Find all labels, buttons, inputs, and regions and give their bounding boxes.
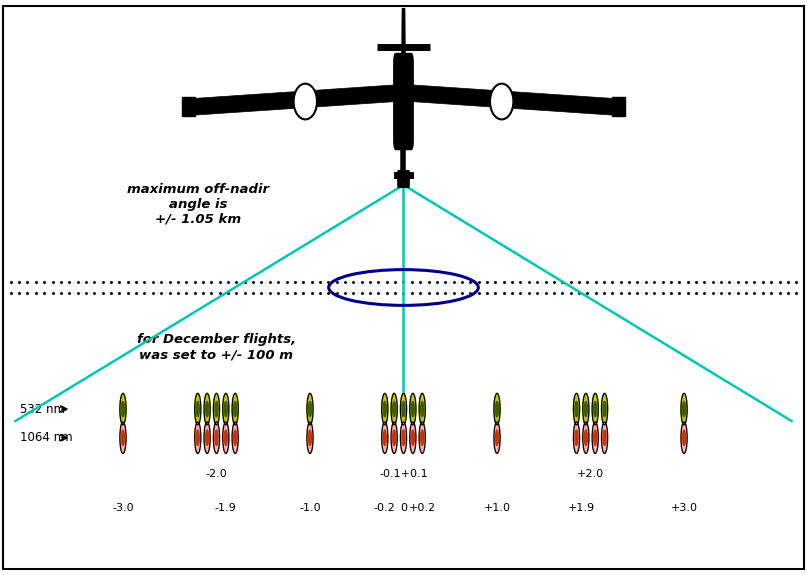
Circle shape [494, 393, 500, 425]
Circle shape [495, 430, 499, 446]
Circle shape [681, 393, 687, 425]
Circle shape [419, 393, 425, 425]
Bar [612, 97, 625, 116]
Circle shape [400, 393, 407, 425]
Circle shape [223, 422, 229, 454]
FancyBboxPatch shape [394, 54, 413, 150]
Circle shape [574, 393, 579, 425]
Text: +1.0: +1.0 [483, 503, 511, 513]
Circle shape [683, 401, 685, 417]
Text: -2.0: -2.0 [206, 469, 228, 480]
Circle shape [391, 422, 397, 454]
Text: -0.1+0.1: -0.1+0.1 [379, 469, 428, 480]
Circle shape [402, 401, 405, 417]
Circle shape [383, 401, 387, 417]
Text: for December flights,
was set to +/- 100 m: for December flights, was set to +/- 100… [137, 333, 296, 361]
Circle shape [196, 401, 199, 417]
Circle shape [308, 430, 312, 446]
Circle shape [382, 393, 388, 425]
Ellipse shape [294, 83, 317, 120]
Text: 532 nm: 532 nm [20, 402, 65, 416]
Circle shape [224, 401, 228, 417]
Text: +3.0: +3.0 [671, 503, 697, 513]
Text: maximum off-nadir
angle is
+/- 1.05 km: maximum off-nadir angle is +/- 1.05 km [127, 182, 269, 225]
Circle shape [383, 430, 387, 446]
Circle shape [215, 401, 218, 417]
Circle shape [206, 430, 209, 446]
Circle shape [420, 401, 424, 417]
Circle shape [594, 401, 596, 417]
Circle shape [601, 422, 608, 454]
Circle shape [213, 422, 220, 454]
Circle shape [204, 422, 210, 454]
Circle shape [223, 393, 229, 425]
Circle shape [234, 430, 236, 446]
Circle shape [402, 430, 405, 446]
Circle shape [583, 393, 589, 425]
Circle shape [592, 393, 598, 425]
Circle shape [393, 430, 395, 446]
Bar [182, 97, 195, 116]
Circle shape [412, 430, 414, 446]
Circle shape [410, 422, 416, 454]
Circle shape [382, 422, 388, 454]
Circle shape [681, 422, 687, 454]
Circle shape [584, 430, 587, 446]
Circle shape [393, 401, 395, 417]
Circle shape [120, 393, 126, 425]
Circle shape [232, 393, 238, 425]
Circle shape [391, 393, 397, 425]
Circle shape [307, 393, 313, 425]
Circle shape [213, 393, 220, 425]
Circle shape [204, 393, 210, 425]
Circle shape [683, 430, 685, 446]
Polygon shape [184, 85, 396, 116]
Circle shape [206, 401, 209, 417]
Circle shape [234, 401, 236, 417]
Text: -1.0: -1.0 [299, 503, 321, 513]
Circle shape [122, 401, 124, 417]
Circle shape [584, 401, 587, 417]
Circle shape [603, 401, 606, 417]
Circle shape [224, 430, 228, 446]
FancyBboxPatch shape [398, 171, 409, 187]
Circle shape [420, 430, 424, 446]
Text: +0.2: +0.2 [408, 503, 436, 513]
Ellipse shape [490, 83, 513, 120]
Text: +2.0: +2.0 [577, 469, 604, 480]
Text: -3.0: -3.0 [112, 503, 134, 513]
Circle shape [410, 393, 416, 425]
Text: -0.2: -0.2 [374, 503, 395, 513]
Circle shape [574, 422, 579, 454]
Circle shape [232, 422, 238, 454]
Circle shape [307, 422, 313, 454]
Circle shape [419, 422, 425, 454]
Polygon shape [411, 85, 623, 116]
Circle shape [194, 422, 201, 454]
Text: +1.9: +1.9 [567, 503, 595, 513]
Circle shape [575, 430, 578, 446]
Circle shape [194, 393, 201, 425]
Circle shape [495, 401, 499, 417]
Text: 1064 nm: 1064 nm [20, 431, 73, 444]
Circle shape [592, 422, 598, 454]
Circle shape [412, 401, 414, 417]
Text: 0: 0 [400, 503, 407, 513]
Circle shape [122, 430, 124, 446]
Circle shape [120, 422, 126, 454]
Circle shape [601, 393, 608, 425]
Circle shape [603, 430, 606, 446]
Circle shape [594, 430, 596, 446]
Circle shape [494, 422, 500, 454]
Circle shape [583, 422, 589, 454]
Circle shape [308, 401, 312, 417]
Circle shape [400, 422, 407, 454]
Circle shape [575, 401, 578, 417]
Polygon shape [402, 9, 405, 63]
Circle shape [196, 430, 199, 446]
Text: -1.9: -1.9 [215, 503, 236, 513]
Circle shape [215, 430, 218, 446]
